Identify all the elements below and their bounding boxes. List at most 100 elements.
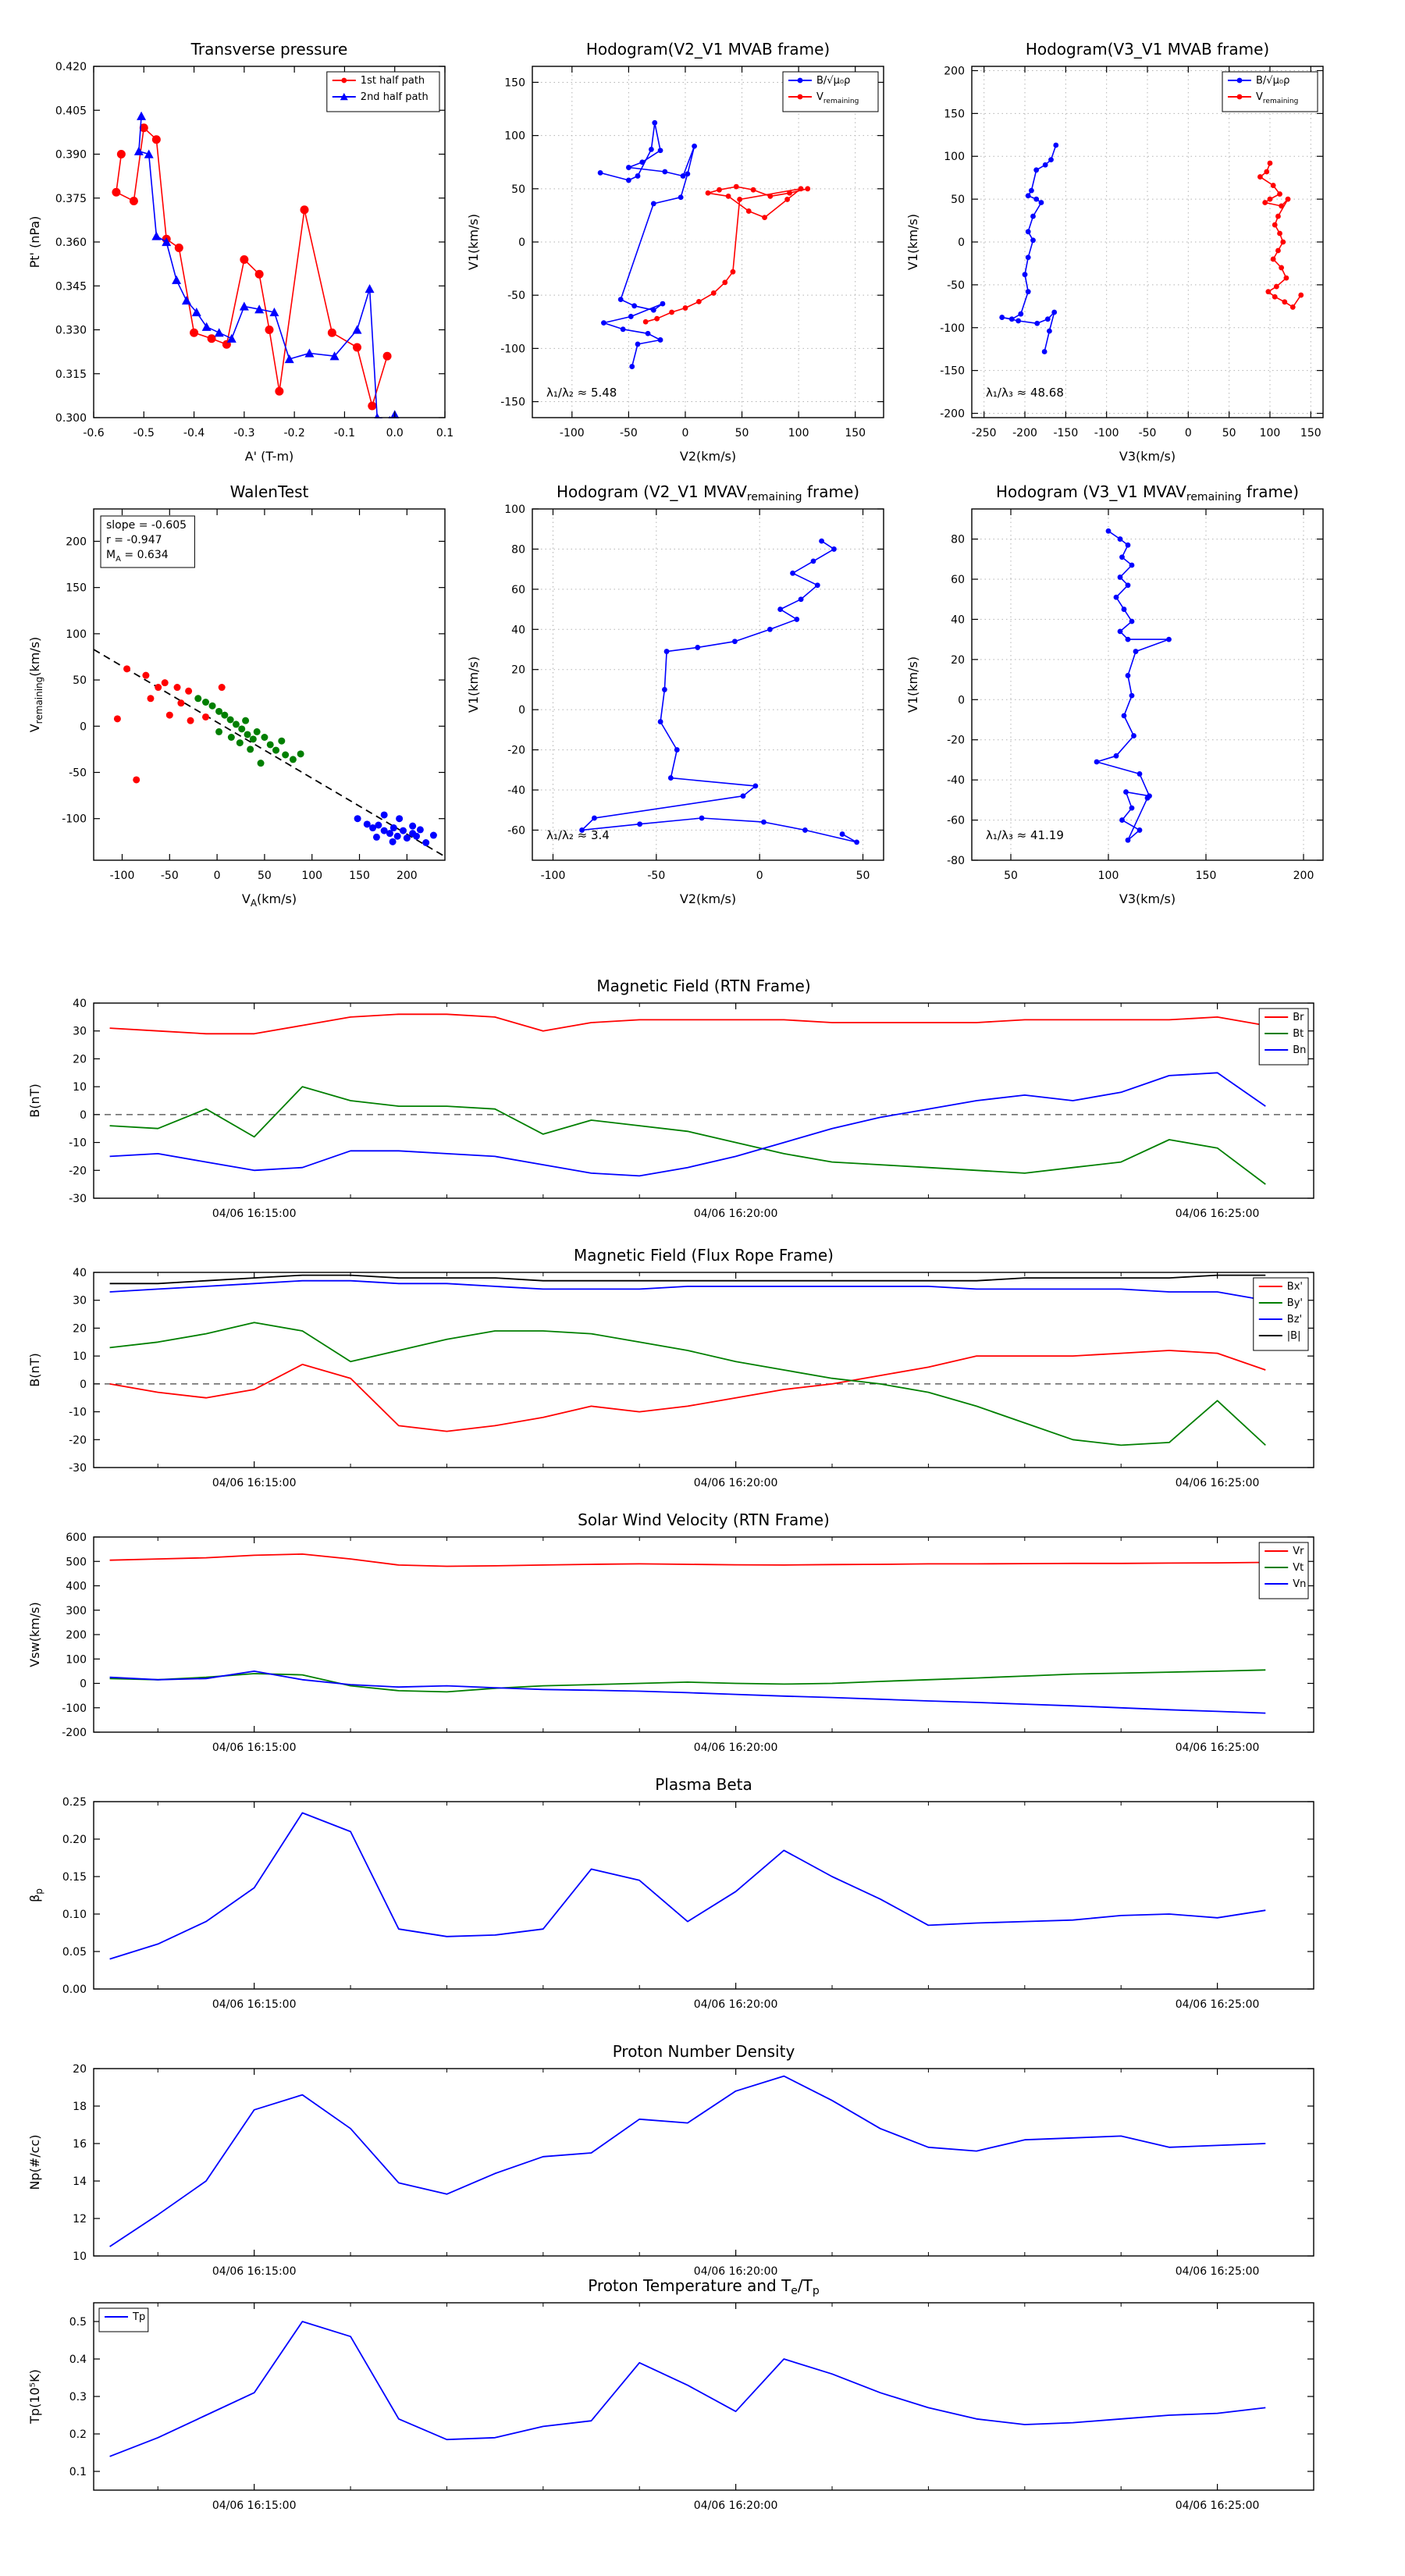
x-tick-label: 0 xyxy=(1185,427,1192,439)
x-tick-label: -50 xyxy=(1139,427,1157,439)
marker-circle xyxy=(375,821,382,829)
vsw-series-Vn xyxy=(109,1670,1266,1714)
marker-dot xyxy=(663,649,670,654)
x-tick-label: -100 xyxy=(1094,427,1119,439)
y-tick-label: -40 xyxy=(507,785,525,797)
marker-dot xyxy=(1273,283,1279,290)
legend-label: Vr xyxy=(1293,1546,1304,1557)
marker-dot xyxy=(650,201,656,207)
marker-dot xyxy=(680,173,686,179)
marker-dot xyxy=(662,169,668,175)
marker-dot xyxy=(1275,213,1281,219)
x-tick-label: 04/06 16:20:00 xyxy=(694,1998,778,2011)
marker-dot xyxy=(819,538,824,544)
y-tick-label: 200 xyxy=(944,65,965,77)
x-tick-label: -50 xyxy=(620,427,638,439)
marker-triangle xyxy=(226,333,237,343)
x-tick-label: 04/06 16:25:00 xyxy=(1176,2500,1260,2512)
y-tick-label: 0.300 xyxy=(55,412,87,425)
marker-dot xyxy=(1136,771,1143,777)
marker-dot xyxy=(1125,582,1131,589)
x-axis-label: V3(km/s) xyxy=(1119,449,1176,464)
b-fr-series-Bz-prime xyxy=(109,1279,1266,1301)
y-tick-label: 80 xyxy=(951,534,965,546)
tp-legend: Tp xyxy=(98,2307,149,2332)
y-tick-label: 0.315 xyxy=(55,368,87,381)
marker-dot xyxy=(637,821,643,827)
marker-triangle xyxy=(284,354,294,364)
y-tick-label: -50 xyxy=(507,290,525,302)
y-tick-label: 10 xyxy=(73,2250,87,2263)
b-rtn-legend: Br Bt Bn xyxy=(1258,1008,1309,1066)
marker-dot xyxy=(705,190,711,196)
hodo-v3v1-mvab-legend: B/√μ₀ρ Vremaining xyxy=(1222,71,1318,112)
marker-dot xyxy=(1042,162,1048,168)
marker-circle xyxy=(187,717,194,724)
x-tick-label: 100 xyxy=(1260,427,1281,439)
panel-title-beta: Plasma Beta xyxy=(655,1775,752,1794)
marker-dot xyxy=(1166,636,1172,642)
marker-dot xyxy=(1125,837,1131,843)
y-axis-label: Pt' (nPa) xyxy=(27,216,42,269)
marker-dot xyxy=(1136,827,1143,833)
panel-title-hodo-v2v1-mvav: Hodogram (V2_V1 MVAVremaining frame) xyxy=(557,482,859,503)
y-tick-label: -30 xyxy=(69,1462,87,1475)
x-tick-label: -250 xyxy=(972,427,997,439)
marker-circle xyxy=(165,711,173,719)
pt-legend: 1st half path 2nd half path xyxy=(326,71,440,112)
x-tick-label: 50 xyxy=(856,870,870,882)
legend-label: 1st half path xyxy=(361,75,425,87)
marker-triangle xyxy=(365,284,375,294)
x-tick-label: -100 xyxy=(541,870,566,882)
panel-title-hodo-v3v1-mvav: Hodogram (V3_V1 MVAVremaining frame) xyxy=(996,482,1299,503)
y-tick-label: 200 xyxy=(66,1629,87,1642)
y-tick-label: 0 xyxy=(958,237,965,249)
marker-dot xyxy=(802,827,808,833)
panel-title-np: Proton Number Density xyxy=(613,2042,795,2061)
marker-circle xyxy=(261,734,269,741)
marker-triangle xyxy=(191,308,201,317)
marker-dot xyxy=(814,582,820,589)
annotation: λ₁/λ₂ ≈ 3.4 xyxy=(546,828,610,842)
y-axis-label: Np(#/cc) xyxy=(27,2135,42,2190)
marker-dot xyxy=(592,815,597,821)
marker-circle xyxy=(422,839,430,846)
marker-dot xyxy=(1131,733,1136,738)
legend-label: B/√μ₀ρ xyxy=(816,75,850,87)
x-tick-label: 150 xyxy=(845,427,866,439)
y-tick-label: 0.330 xyxy=(55,325,87,337)
hodo-v2v1-mvab-legend: B/√μ₀ρ Vremaining xyxy=(782,71,879,112)
marker-triangle xyxy=(329,351,340,361)
x-tick-label: 04/06 16:15:00 xyxy=(212,1208,297,1220)
marker-dot xyxy=(831,546,837,552)
marker-dot xyxy=(597,169,603,176)
marker-dot xyxy=(1277,191,1282,197)
panel-np: 04/06 16:15:00 04/06 16:20:00 04/06 16:25:… xyxy=(27,2042,1314,2278)
marker-circle xyxy=(218,684,226,692)
stats-line: r = -0.947 xyxy=(106,534,162,546)
x-tick-label: -100 xyxy=(110,870,135,882)
marker-circle xyxy=(142,671,150,679)
x-axis-label: A' (T-m) xyxy=(245,449,294,464)
marker-dot xyxy=(805,186,811,192)
marker-dot xyxy=(695,298,702,304)
marker-dot xyxy=(692,143,697,149)
y-tick-label: -80 xyxy=(947,855,965,867)
y-tick-label: -20 xyxy=(507,745,525,757)
marker-circle xyxy=(240,255,249,264)
marker-dot xyxy=(625,177,631,183)
legend-label: Vn xyxy=(1293,1578,1306,1590)
y-tick-label: 10 xyxy=(73,1350,87,1363)
marker-dot xyxy=(628,314,634,319)
marker-circle xyxy=(151,135,161,144)
legend-label: Tp xyxy=(132,2311,145,2323)
y-tick-label: -60 xyxy=(947,815,965,827)
b-fr-legend: Bx' By' Bz' |B| xyxy=(1253,1277,1309,1351)
marker-dot xyxy=(1270,183,1276,188)
marker-dot xyxy=(1025,254,1031,261)
marker-circle xyxy=(247,745,254,753)
legend-label: B/√μ₀ρ xyxy=(1256,75,1289,87)
marker-dot xyxy=(1125,673,1131,678)
beta-series-beta-p xyxy=(109,1812,1266,1960)
marker-dot xyxy=(1262,200,1268,205)
